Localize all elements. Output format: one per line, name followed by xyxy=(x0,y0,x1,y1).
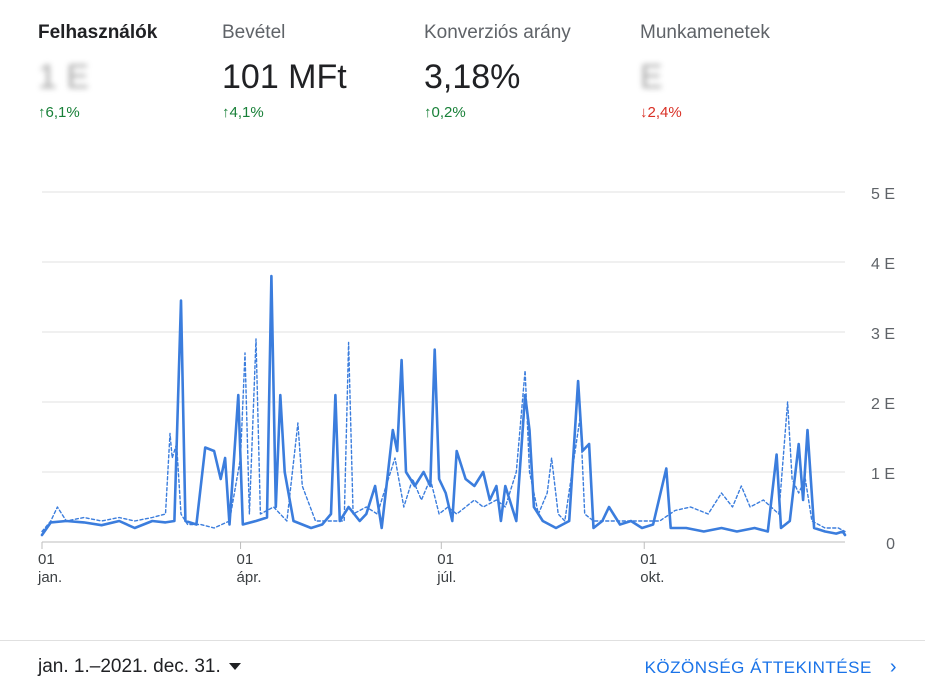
x-tick-day: 01 xyxy=(237,551,254,568)
tab-revenue[interactable]: Bevétel 101 MFt ↑4,1% xyxy=(222,22,347,121)
metric-delta: ↑6,1% xyxy=(38,104,80,121)
y-tick-label: 1 E xyxy=(871,466,895,483)
audience-overview-link[interactable]: KÖZÖNSÉG ÁTTEKINTÉSE › xyxy=(645,656,897,679)
metric-tabs: Felhasználók 1 E ↑6,1% Bevétel 101 MFt ↑… xyxy=(0,0,925,140)
tab-users[interactable]: Felhasználók 1 E ↑6,1% xyxy=(38,22,157,121)
arrow-down-icon: ↓ xyxy=(640,104,648,121)
metric-delta: ↓2,4% xyxy=(640,104,682,121)
arrow-up-icon: ↑ xyxy=(38,104,46,121)
arrow-up-icon: ↑ xyxy=(424,104,432,121)
date-range-label: jan. 1.–2021. dec. 31. xyxy=(38,656,221,677)
y-tick-label: 4 E xyxy=(871,256,895,273)
metric-value: 3,18% xyxy=(424,58,521,96)
arrow-up-icon: ↑ xyxy=(222,104,230,121)
y-tick-label: 0 xyxy=(886,536,895,553)
x-tick-month: okt. xyxy=(640,569,664,586)
audience-link-label: KÖZÖNSÉG ÁTTEKINTÉSE xyxy=(644,658,872,677)
y-tick-label: 5 E xyxy=(871,186,895,203)
metric-label: Munkamenetek xyxy=(640,22,770,43)
y-tick-label: 2 E xyxy=(871,396,895,413)
x-tick-day: 01 xyxy=(38,551,55,568)
metric-value: 1 E xyxy=(38,58,90,96)
metric-label: Bevétel xyxy=(222,22,286,43)
tab-conversion-rate[interactable]: Konverziós arány 3,18% ↑0,2% xyxy=(424,22,571,121)
divider xyxy=(0,640,925,641)
metric-delta: ↑4,1% xyxy=(222,104,264,121)
x-tick-day: 01 xyxy=(437,551,454,568)
date-range-selector[interactable]: jan. 1.–2021. dec. 31. xyxy=(38,656,241,678)
x-tick-day: 01 xyxy=(640,551,657,568)
series-line-dashed xyxy=(41,338,846,533)
x-tick-month: júl. xyxy=(436,569,456,586)
dropdown-caret-icon xyxy=(228,663,241,671)
x-tick-month: ápr. xyxy=(237,569,262,586)
metric-value: E xyxy=(640,58,663,96)
metric-label: Konverziós arány xyxy=(424,22,571,43)
metric-delta: ↑0,2% xyxy=(424,104,466,121)
tab-sessions[interactable]: Munkamenetek E ↓2,4% xyxy=(640,22,770,121)
series-line-solid xyxy=(40,274,847,537)
metric-label: Felhasználók xyxy=(38,22,158,43)
y-tick-label: 3 E xyxy=(871,326,895,343)
chevron-right-icon: › xyxy=(889,656,897,678)
x-tick-month: jan. xyxy=(37,569,62,586)
metric-value: 101 MFt xyxy=(222,58,347,96)
